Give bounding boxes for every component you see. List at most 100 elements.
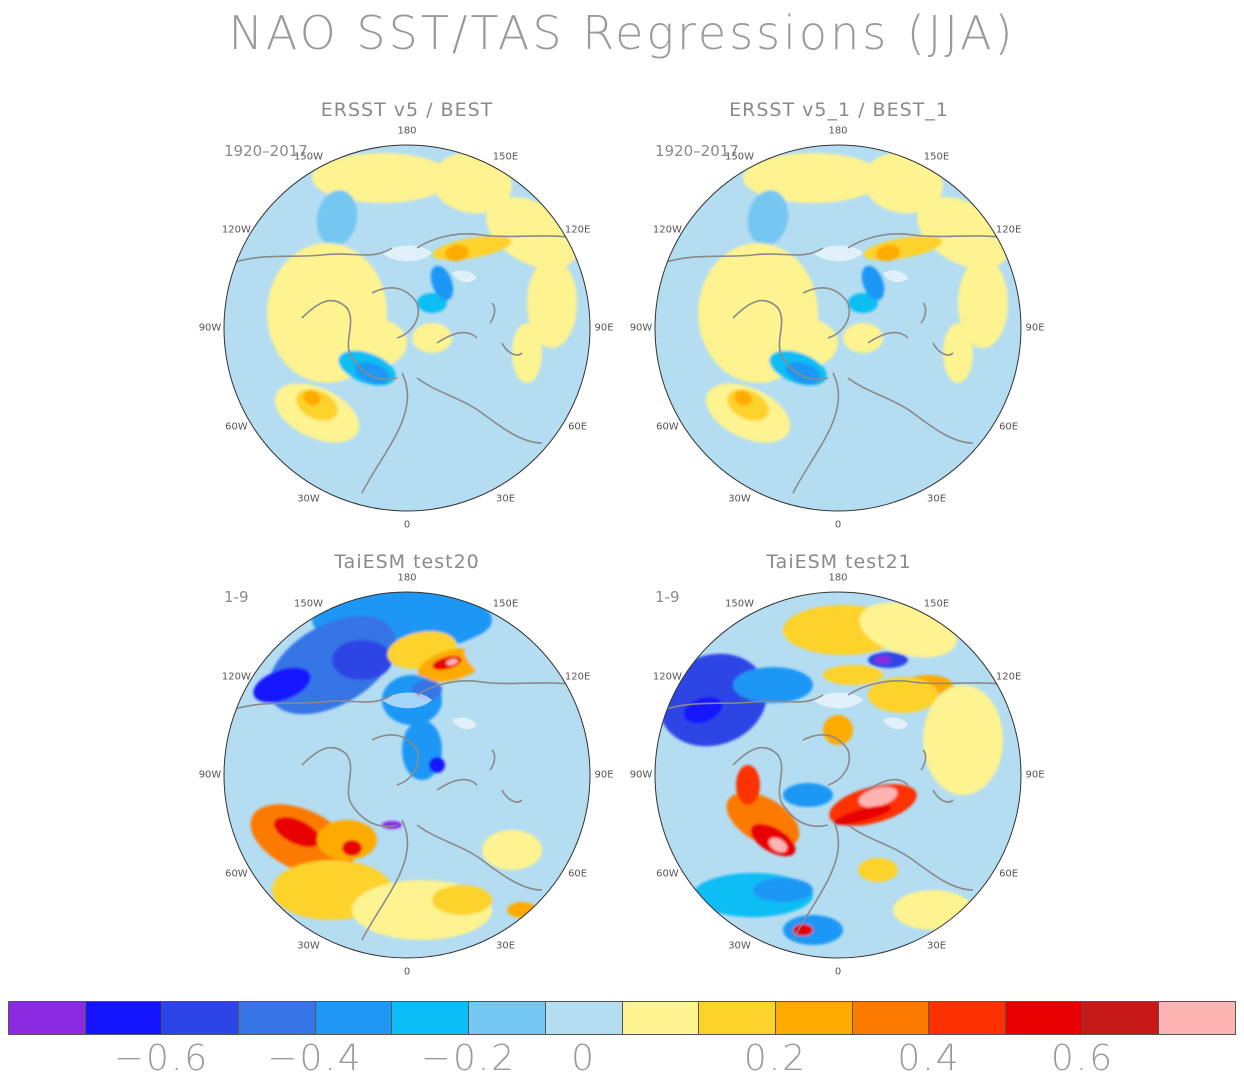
panel-4-period: 1-9 [655,588,680,606]
anomaly-contour [253,667,311,703]
coastline [867,331,909,344]
anomaly-contour [848,293,878,313]
longitude-label: 120W [221,224,251,235]
colorbar-tick-label: −0.4 [267,1038,363,1079]
land-mask [382,245,432,262]
longitude-label: 150E [492,151,519,163]
longitude-label: 150W [294,151,323,163]
colorbar-swatch [852,1002,930,1034]
longitude-label: 180 [828,125,848,137]
panel-2-period: 1920–2017 [655,142,739,160]
coastline [792,819,840,941]
land-mask [452,270,477,283]
panel-3-period: 1-9 [224,588,249,606]
anomaly-contour [432,152,512,214]
coastline [847,824,974,891]
coastline [867,778,909,791]
coastline [792,372,840,494]
coastline [501,789,523,803]
longitude-label: 90E [1025,769,1045,781]
longitude-label: 120E [564,224,591,235]
colorbar-swatch [1005,1002,1083,1034]
longitude-label: 30E [926,493,947,505]
panel-3-title: TaiESM test20 [334,551,480,573]
longitude-label: 30E [495,940,516,952]
anomaly-contour [783,783,833,807]
longitude-label: 90E [594,322,614,334]
coastline [920,749,927,771]
longitude-label: 30W [297,940,320,952]
longitude-label: 90E [594,769,614,781]
anomaly-contour [875,656,891,664]
longitude-label: 0 [834,519,842,531]
anomaly-contour [412,323,452,353]
longitude-label: 0 [834,966,842,978]
coastline [920,302,927,324]
longitude-label: 60E [568,421,588,432]
anomaly-contour [445,244,469,262]
longitude-label: 60E [999,421,1019,432]
anomaly-contour [417,293,447,313]
longitude-label: 90W [198,769,222,781]
anomaly-contour [734,390,752,406]
colorbar-swatch [1082,1002,1160,1034]
anomaly-contour [768,837,788,853]
coastline [802,734,850,786]
main-title: NAO SST/TAS Regressions (JJA) [228,6,1016,60]
anomaly-contour [843,323,883,353]
anomaly-contour [747,190,789,246]
longitude-label: 120E [564,671,591,682]
anomaly-contour [736,765,760,805]
anomaly-contour [303,390,321,406]
coastline [436,778,478,791]
anomaly-contour [923,685,1003,795]
coastline [231,247,393,264]
map-border [223,591,591,959]
panel-1-polar-map [223,144,591,512]
colorbar-swatch [929,1002,1006,1034]
anomaly-contour [858,858,898,882]
longitude-label: 90W [629,769,653,781]
colorbar-swatch [85,1002,163,1034]
anomaly-contour [446,658,458,666]
colorbar-tick-label: −0.2 [420,1038,517,1079]
coastline [489,302,496,324]
colorbar-swatch [239,1002,316,1034]
colorbar-swatch [775,1002,853,1034]
longitude-label: 30E [926,940,947,952]
longitude-label: 60W [225,868,248,879]
map-border [223,144,591,512]
land-mask [382,692,432,709]
panel-2-title: ERSST v5_1 / BEST_1 [729,99,949,121]
coastline [361,372,409,494]
longitude-label: 150E [923,151,950,163]
longitude-label: 150W [725,151,754,163]
coastline [847,377,974,444]
anomaly-contour [861,265,885,301]
colorbar-swatch [1159,1002,1235,1034]
coastline [662,694,824,711]
anomaly-contour [382,821,402,829]
colorbar-swatch [469,1002,546,1034]
anomaly-contour [512,323,542,383]
coastline [371,287,419,339]
coastline [416,377,543,444]
colorbar-swatch [315,1002,393,1034]
colorbar-swatch [392,1002,470,1034]
coastline [732,746,829,827]
anomaly-contour [332,640,392,680]
coastline [732,299,829,380]
anomaly-contour [858,786,898,808]
anomaly-contour [507,902,537,918]
panel-4-title: TaiESM test21 [766,551,912,573]
coastline [662,247,824,264]
anomaly-contour [430,265,454,301]
longitude-label: 60W [225,421,248,432]
longitude-label: 180 [397,125,417,137]
colorbar-tick-label: 0 [571,1038,597,1079]
longitude-label: 180 [397,572,417,584]
colorbar-tick-label: 0.2 [743,1038,808,1079]
map-border [654,144,1022,512]
longitude-label: 30W [728,940,751,952]
longitude-label: 150W [725,598,754,610]
